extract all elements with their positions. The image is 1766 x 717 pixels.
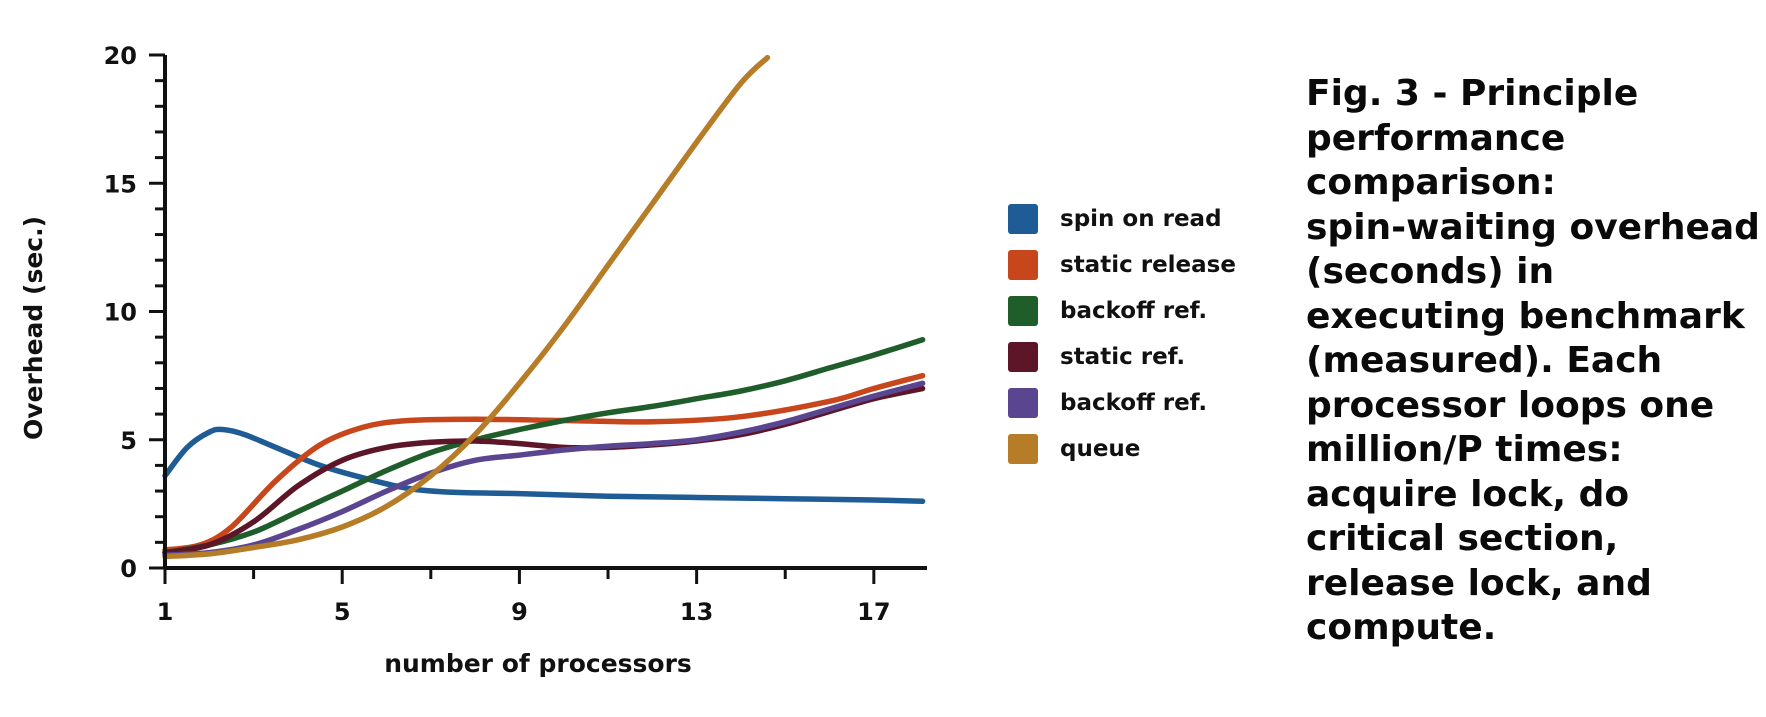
legend-label: backoff ref. [1060,390,1208,416]
caption-line: critical section, [1306,518,1619,559]
caption-line: compute. [1306,607,1497,648]
series-line-backoff-ref-2 [162,336,926,556]
legend-item: static ref. [1008,334,1236,380]
y-tick-label: 10 [104,299,137,327]
legend-item: spin on read [1008,196,1236,242]
x-tick-label: 17 [857,598,890,626]
legend-label: backoff ref. [1060,298,1208,324]
caption-line: processor loops one [1306,384,1715,426]
x-tick-label: 1 [157,598,174,626]
caption-line: spin-waiting overhead [1306,206,1760,248]
x-tick-label: 5 [334,598,351,626]
series-line-queue-5 [162,54,771,560]
legend-swatch [1008,296,1038,326]
series-line-spin-on-read-0 [162,426,926,505]
legend-swatch [1008,388,1038,418]
legend-item: backoff ref. [1008,380,1236,426]
caption-line: (measured). Each [1306,340,1663,381]
legend-swatch [1008,434,1038,464]
legend-label: queue [1060,436,1141,462]
legend-label: spin on read [1060,206,1222,232]
caption-line: million/P times: [1306,429,1623,470]
legend-item: backoff ref. [1008,288,1236,334]
legend-swatch [1008,204,1038,234]
caption-line: (seconds) in [1306,251,1555,292]
caption-line: executing benchmark [1306,295,1745,337]
caption-line: performance [1306,117,1566,159]
series-line-backoff-ref-4 [162,380,926,558]
caption-line: comparison: [1306,162,1556,203]
caption-line: acquire lock, do [1306,473,1630,515]
x-axis-title: number of processors [384,649,692,678]
x-tick-label: 13 [680,598,713,626]
y-tick-label: 0 [120,555,137,583]
x-tick-label: 9 [511,598,528,626]
chart-legend: spin on read static release backoff ref. st… [1008,196,1236,472]
caption-line: release lock, and [1306,562,1652,604]
y-axis-title: Overhead (sec.) [19,216,48,440]
legend-item: static release [1008,242,1236,288]
caption-line: Fig. 3 - Principle [1306,73,1639,114]
legend-item: queue [1008,426,1236,472]
y-tick-label: 20 [104,42,137,70]
y-tick-label: 15 [104,170,137,198]
legend-label: static ref. [1060,344,1186,370]
series-line-static-release-1 [162,372,926,553]
y-tick-label: 5 [120,427,137,455]
legend-swatch [1008,342,1038,372]
legend-label: static release [1060,252,1236,278]
figure-caption: Fig. 3 - Principle performance comparison:… [1306,72,1761,651]
legend-swatch [1008,250,1038,280]
